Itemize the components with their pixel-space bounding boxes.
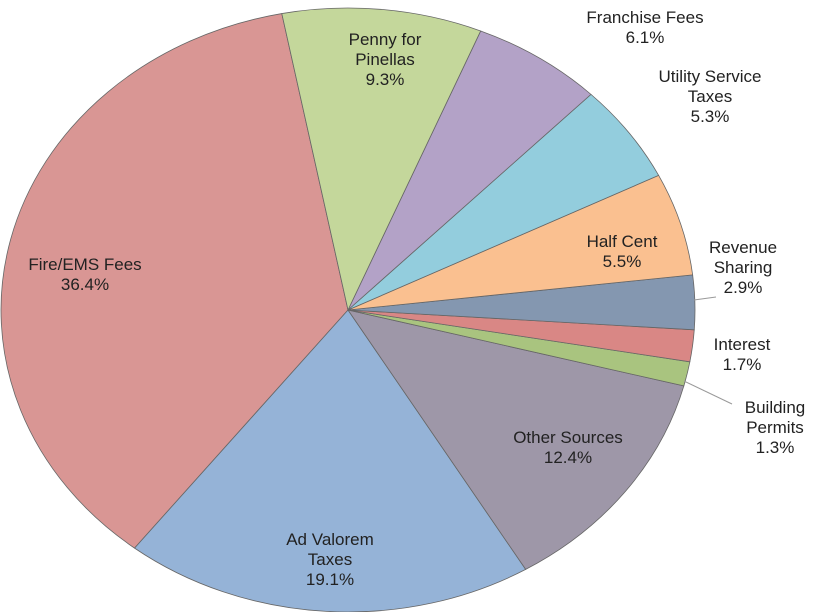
category-label: Half Cent bbox=[586, 232, 658, 251]
value-label: 36.4% bbox=[60, 275, 110, 294]
slice-label: Building Permits 1.3% bbox=[730, 398, 820, 458]
category-label: Revenue Sharing bbox=[708, 238, 778, 277]
category-label: Utility Service Taxes bbox=[658, 67, 762, 106]
value-label: 19.1% bbox=[305, 570, 355, 589]
slice-label: Half Cent 5.5% bbox=[562, 232, 682, 272]
slice-label: Revenue Sharing 2.9% bbox=[693, 238, 793, 298]
pie-slice bbox=[0, 13, 349, 549]
leader-line bbox=[683, 380, 733, 405]
pie-slice bbox=[347, 30, 592, 311]
value-label: 2.9% bbox=[723, 278, 763, 297]
slice-label: Ad Valorem Taxes 19.1% bbox=[265, 530, 395, 590]
pie-slice bbox=[133, 309, 527, 612]
slice-label: Interest 1.7% bbox=[692, 335, 792, 375]
category-label: Fire/EMS Fees bbox=[28, 255, 142, 274]
category-label: Franchise Fees bbox=[586, 8, 704, 27]
value-label: 1.7% bbox=[722, 355, 762, 374]
leader-line bbox=[693, 296, 717, 301]
category-label: Interest bbox=[713, 335, 771, 354]
value-label: 12.4% bbox=[543, 448, 593, 467]
pie-slice bbox=[281, 7, 482, 312]
value-label: 1.3% bbox=[755, 438, 795, 457]
slice-label: Penny for Pinellas 9.3% bbox=[320, 30, 450, 90]
category-label: Penny for Pinellas bbox=[348, 30, 422, 69]
category-label: Building Permits bbox=[744, 398, 806, 437]
slice-label: Fire/EMS Fees 36.4% bbox=[5, 255, 165, 295]
pie-slice bbox=[347, 309, 685, 570]
slice-label: Other Sources 12.4% bbox=[468, 428, 668, 468]
value-label: 9.3% bbox=[365, 70, 405, 89]
value-label: 6.1% bbox=[625, 28, 665, 47]
value-label: 5.5% bbox=[602, 252, 642, 271]
category-label: Ad Valorem Taxes bbox=[286, 530, 374, 569]
slice-label: Utility Service Taxes 5.3% bbox=[635, 67, 785, 127]
category-label: Other Sources bbox=[513, 428, 623, 447]
value-label: 5.3% bbox=[690, 107, 730, 126]
slice-label: Franchise Fees 6.1% bbox=[565, 8, 725, 48]
